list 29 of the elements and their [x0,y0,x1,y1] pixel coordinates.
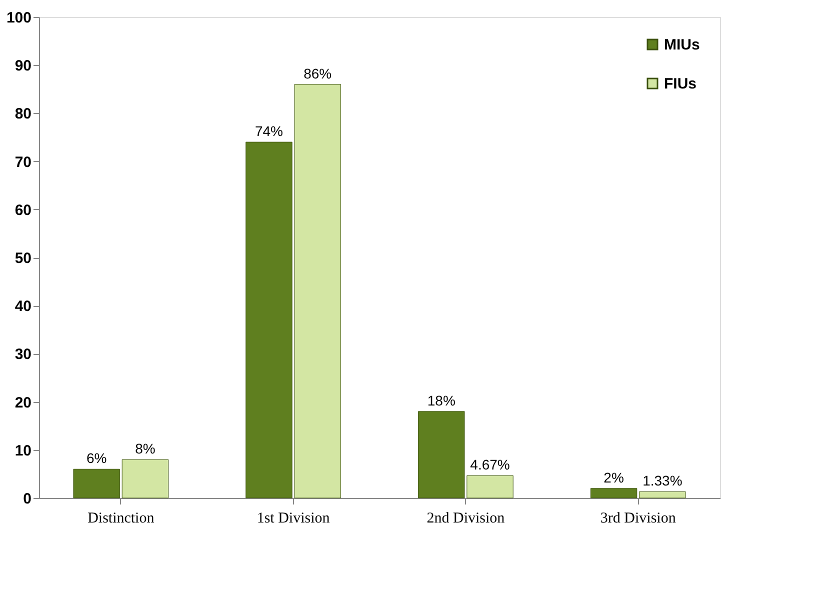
y-tick-label: 60 [14,202,32,219]
x-tick-label: Distinction [88,510,155,526]
bar [590,488,638,498]
y-tick-label: 70 [14,154,32,171]
y-tick-label: 0 [23,490,32,508]
x-tick-label: 1st Division [256,510,330,526]
data-label: 4.67% [470,456,510,473]
data-label: 86% [304,65,332,82]
y-tick-label: 100 [6,10,32,26]
x-tick-label: 2nd Division [426,510,506,526]
data-label: 18% [427,392,456,408]
data-label: 74% [254,123,283,140]
x-tick-label: 3rd Division [600,510,676,526]
data-label: 8% [135,440,156,457]
y-tick-label: 50 [14,250,32,267]
data-label: 1.33% [642,472,682,489]
bar [122,459,169,498]
data-label: 2% [604,469,624,486]
bar [73,468,120,498]
legend-label: FIUs [664,76,697,92]
bar [639,491,686,498]
legend-label: MIUs [664,36,700,54]
y-tick-label: 10 [14,442,32,460]
y-tick-label: 20 [14,394,32,412]
y-tick-label: 30 [14,346,32,364]
y-tick-label: 80 [14,106,32,123]
y-tick-label: 90 [14,58,32,75]
data-label: 6% [86,450,107,466]
y-tick-label: 40 [14,298,32,316]
